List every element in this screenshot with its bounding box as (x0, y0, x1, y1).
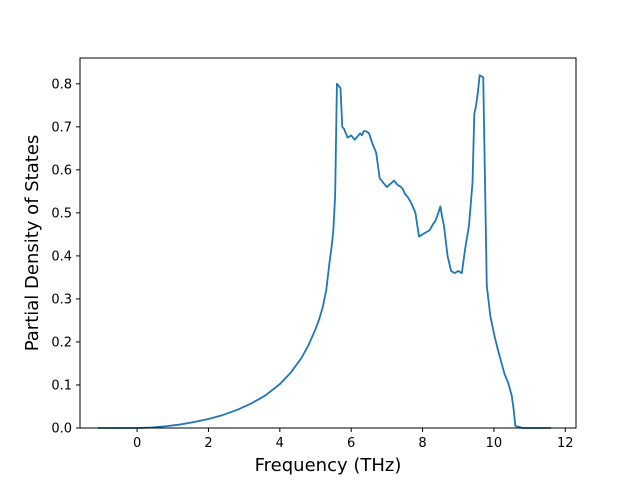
y-tick-label: 0.2 (51, 335, 72, 350)
y-tick-label: 0.0 (51, 422, 72, 437)
tick-marks (76, 83, 566, 432)
plot-frame (79, 57, 577, 429)
y-tick-label: 0.8 (51, 77, 72, 92)
x-tick-label: 0 (133, 436, 141, 451)
x-tick-label: 4 (276, 436, 284, 451)
y-tick-label: 0.5 (51, 206, 72, 221)
x-tick-label: 10 (486, 436, 503, 451)
x-axis-label: Frequency (THz) (255, 455, 402, 476)
y-axis-label: Partial Density of States (22, 135, 43, 352)
y-tick-label: 0.4 (51, 249, 72, 264)
tick-labels: 0 2 4 6 8 10 12 0.0 0.1 0.2 0.3 0.4 0.5 0.6 0.7 0.8 (51, 77, 573, 451)
x-tick-label: 12 (557, 436, 574, 451)
y-tick-label: 0.7 (51, 120, 72, 135)
x-tick-label: 6 (347, 436, 355, 451)
series-layer (97, 74, 552, 429)
y-tick-label: 0.6 (51, 163, 72, 178)
y-tick-label: 0.3 (51, 292, 72, 307)
x-tick-label: 2 (204, 436, 212, 451)
pdos-series-line (97, 74, 552, 429)
x-tick-label: 8 (418, 436, 426, 451)
plot-background (80, 58, 576, 428)
y-tick-label: 0.1 (51, 378, 72, 393)
